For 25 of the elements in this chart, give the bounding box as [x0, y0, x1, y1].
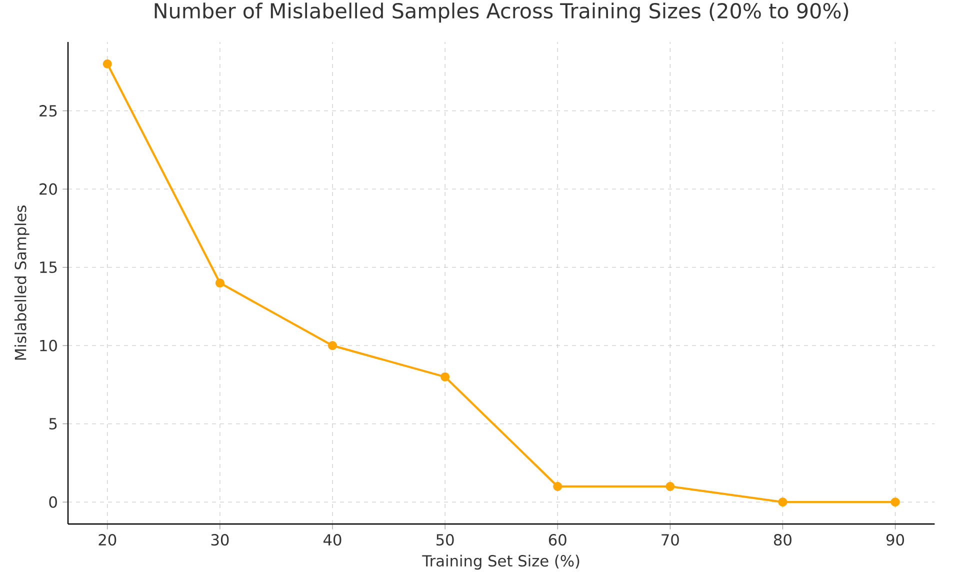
point [440, 372, 450, 382]
y-tick-label: 5 [49, 418, 57, 430]
point [215, 278, 224, 288]
point [328, 341, 338, 350]
x-tick-label: 90 [886, 534, 904, 546]
point [553, 482, 562, 491]
x-tick-label: 50 [436, 534, 454, 546]
x-tick-label: 80 [774, 534, 792, 546]
y-tick-label: 15 [40, 262, 57, 274]
y-tick-label: 10 [40, 340, 57, 352]
x-tick-label: 40 [324, 534, 342, 546]
point [102, 59, 112, 68]
y-tick-label: 25 [40, 105, 57, 117]
x-tick-label: 70 [662, 534, 679, 546]
x-axis-title: Training Set Size (%) [422, 554, 580, 570]
chart-title: Number of Mislabelled Samples Across Training Sizes (20% to 90%) [154, 2, 848, 23]
y-tick-label: 20 [40, 183, 57, 195]
point [666, 482, 675, 491]
x-tick-label: 30 [211, 534, 229, 546]
point [778, 498, 788, 507]
x-tick-label: 60 [548, 534, 566, 546]
point [890, 498, 900, 507]
x-tick-label: 20 [98, 534, 116, 546]
y-tick-label: 0 [49, 496, 57, 508]
y-axis-title: Mislabelled Samples [14, 206, 30, 360]
